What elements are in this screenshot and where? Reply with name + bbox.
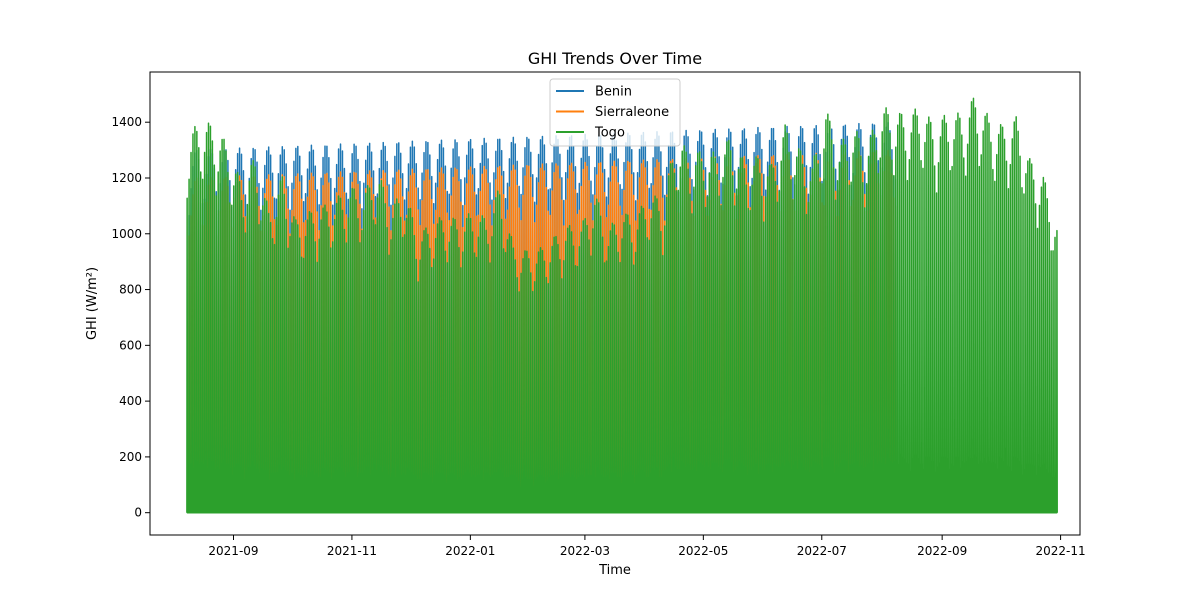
chart-title: GHI Trends Over Time	[528, 49, 702, 68]
x-tick-label: 2022-01	[445, 544, 495, 558]
legend-box	[549, 78, 681, 147]
series-layer	[186, 97, 1058, 514]
legend-label: Benin	[595, 85, 632, 100]
plot-frame	[149, 71, 1081, 536]
x-tick-label: 2022-07	[797, 544, 847, 558]
y-tick-label: 600	[119, 338, 142, 352]
y-tick-label: 0	[134, 506, 142, 520]
x-axis-label: Time	[598, 563, 631, 578]
x-tick-label: 2022-11	[1036, 544, 1086, 558]
y-tick-label: 1200	[111, 171, 142, 185]
y-tick-label: 800	[119, 283, 142, 297]
x-tick-label: 2021-11	[327, 544, 377, 558]
y-tick-label: 400	[119, 394, 142, 408]
legend-item-benin: Benin	[556, 85, 632, 100]
series-line	[186, 97, 1058, 514]
x-tick-label: 2022-03	[560, 544, 610, 558]
y-tick-label: 1000	[111, 227, 142, 241]
x-tick-label: 2022-09	[917, 544, 967, 558]
y-tick-label: 200	[119, 450, 142, 464]
legend: Benin Sierraleone Togo	[549, 78, 681, 147]
x-axis: 2021-09 2021-11 2022-01 2022-03 2022-05 2022-…	[208, 535, 1086, 558]
x-tick-label: 2022-05	[678, 544, 728, 558]
series-togo	[186, 97, 1058, 514]
y-axis: 0 200 400 600 800 1000 1200 1400	[111, 115, 150, 520]
legend-item-sierraleone: Sierraleone	[556, 105, 669, 120]
legend-item-togo: Togo	[556, 126, 625, 141]
x-tick-label: 2021-09	[208, 544, 258, 558]
y-tick-label: 1400	[111, 115, 142, 129]
legend-label: Sierraleone	[595, 105, 669, 120]
legend-label: Togo	[594, 126, 625, 141]
y-axis-label: GHI (W/m²)	[85, 267, 100, 340]
